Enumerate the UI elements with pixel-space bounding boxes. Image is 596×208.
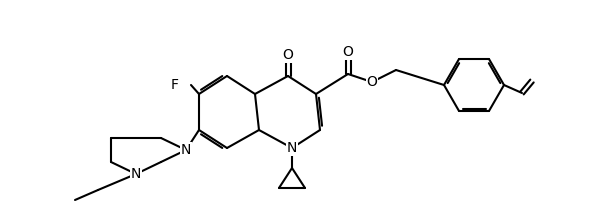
Text: N: N bbox=[287, 141, 297, 155]
Text: N: N bbox=[181, 143, 191, 157]
Text: O: O bbox=[283, 48, 293, 62]
Text: O: O bbox=[367, 75, 377, 89]
Text: F: F bbox=[171, 78, 179, 92]
Text: N: N bbox=[131, 167, 141, 181]
Text: O: O bbox=[343, 45, 353, 59]
